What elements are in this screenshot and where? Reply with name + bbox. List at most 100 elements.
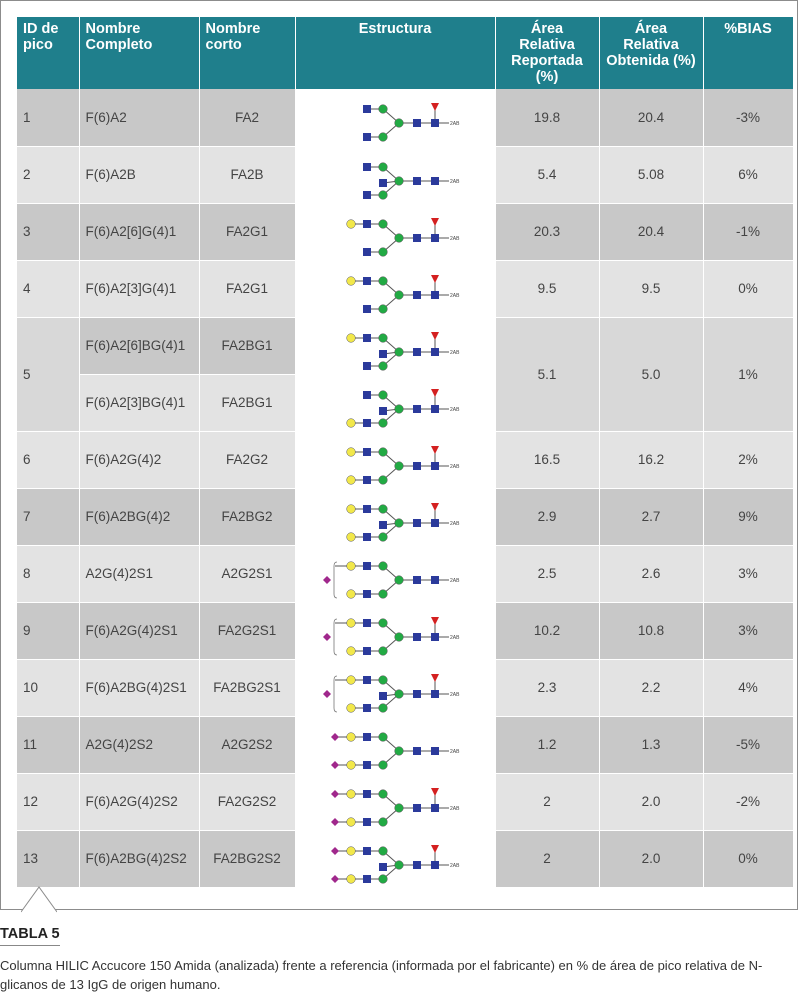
glcnac-icon (363, 475, 371, 484)
mannose-icon (394, 175, 404, 186)
galactose-icon (346, 788, 356, 799)
mannose-icon (378, 360, 388, 371)
galactose-icon (346, 218, 356, 229)
peak-id-cell: 12 (17, 773, 80, 831)
reducing-end-label: 2AB (450, 407, 460, 413)
bisecting-glcnac-icon (379, 349, 387, 358)
glcnac-icon (363, 618, 371, 627)
galactose-icon (346, 446, 356, 457)
obtained-area-cell: 2.0 (599, 773, 704, 831)
glcnac-icon (431, 746, 439, 755)
fucose-icon (431, 274, 439, 283)
table-row: 8 A2G(4)2S1 A2G2S1 2AB 2.5 2.6 3% (17, 545, 794, 603)
sialic-acid-icon (323, 689, 331, 698)
glycan-structure: 2AB (346, 388, 460, 428)
reducing-end-label: 2AB (450, 863, 460, 869)
obtained-area-cell: 1.3 (599, 716, 704, 774)
glcnac-icon (363, 304, 371, 313)
glycan-structure: 2AB (346, 331, 460, 371)
bias-cell: 6% (703, 146, 794, 204)
galactose-icon (346, 873, 356, 884)
galactose-icon (346, 417, 356, 428)
galactose-icon (346, 816, 356, 827)
glycan-structure: 2AB (346, 502, 460, 542)
glcnac-icon (363, 532, 371, 541)
fucose-icon (431, 103, 439, 112)
galactose-icon (346, 845, 356, 856)
obtained-area-cell: 16.2 (599, 431, 704, 489)
table-row: 13 F(6)A2BG(4)2S2 FA2BG2S2 2AB 2 2.0 0% (17, 830, 794, 888)
glcnac-icon (363, 162, 371, 171)
glycan-structure: 2AB (346, 445, 460, 485)
galactose-icon (346, 560, 356, 571)
reported-area-cell: 2 (495, 830, 600, 888)
sialic-acid-icon (331, 732, 339, 741)
structure-cell: 2AB (294, 260, 496, 318)
structure-cell: 2AB (294, 830, 496, 888)
obtained-area-cell: 2.7 (599, 488, 704, 546)
mannose-icon (378, 588, 388, 599)
sialic-acid-icon (331, 846, 339, 855)
bias-cell: 3% (703, 602, 794, 660)
caption-title: TABLA 5 (0, 926, 60, 946)
structure-cell: 2AB (294, 431, 496, 489)
galactose-icon (346, 674, 356, 685)
short-name-cell: FA2BG1 (199, 374, 296, 432)
glcnac-icon (431, 119, 439, 128)
galactose-icon (346, 332, 356, 343)
short-name-cell: FA2BG2 (199, 488, 296, 546)
glcnac-icon (413, 119, 421, 128)
fucose-icon (431, 844, 439, 853)
glycan-structure: 2AB (331, 787, 460, 827)
glcnac-icon (363, 760, 371, 769)
mannose-icon (378, 332, 388, 343)
reported-area-cell: 2 (495, 773, 600, 831)
glcnac-icon (363, 646, 371, 655)
glcnac-icon (431, 689, 439, 698)
reported-area-cell: 2.5 (495, 545, 600, 603)
glcnac-icon (363, 589, 371, 598)
reducing-end-label: 2AB (450, 464, 460, 470)
table-row: 12 F(6)A2G(4)2S2 FA2G2S2 2AB 2 2.0 -2% (17, 773, 794, 831)
glcnac-icon (413, 290, 421, 299)
reducing-end-label: 2AB (450, 635, 460, 641)
full-name-cell: A2G(4)2S2 (79, 716, 200, 774)
mannose-icon (378, 218, 388, 229)
glcnac-icon (431, 860, 439, 869)
sialic-acid-icon (331, 789, 339, 798)
mannose-icon (378, 645, 388, 656)
fucose-icon (431, 673, 439, 682)
galactose-icon (346, 474, 356, 485)
full-name-cell: F(6)A2BG(4)2S2 (79, 830, 200, 888)
short-name-cell: FA2B (199, 146, 296, 204)
mannose-icon (378, 503, 388, 514)
short-name-cell: FA2G2S1 (199, 602, 296, 660)
full-name-cell: F(6)A2B (79, 146, 200, 204)
fucose-icon (431, 502, 439, 511)
short-name-cell: FA2 (199, 89, 296, 147)
bias-cell: 1% (703, 317, 794, 432)
table-frame: ID de pico Nombre Completo Nombre corto … (0, 0, 798, 913)
glycan-structure: 2AB (346, 274, 460, 314)
glcnac-icon (363, 447, 371, 456)
reducing-end-label: 2AB (450, 293, 460, 299)
short-name-cell: FA2BG2S2 (199, 830, 296, 888)
glcnac-icon (363, 504, 371, 513)
short-name-cell: A2G2S2 (199, 716, 296, 774)
glycan-structure: 2AB (331, 844, 460, 884)
glcnac-icon (363, 276, 371, 285)
reducing-end-label: 2AB (450, 578, 460, 584)
mannose-icon (378, 816, 388, 827)
full-name-cell: F(6)A2BG(4)2 (79, 488, 200, 546)
glcnac-icon (413, 575, 421, 584)
obtained-area-cell: 5.0 (599, 317, 704, 432)
mannose-icon (378, 474, 388, 485)
full-name-cell: F(6)A2 (79, 89, 200, 147)
obtained-area-cell: 2.2 (599, 659, 704, 717)
glcnac-icon (431, 575, 439, 584)
glycan-table: ID de pico Nombre Completo Nombre corto … (17, 17, 794, 888)
glcnac-icon (363, 390, 371, 399)
table-row: 3 F(6)A2[6]G(4)1 FA2G1 2AB 20.3 20.4 -1% (17, 203, 794, 261)
galactose-icon (346, 617, 356, 628)
reported-area-cell: 9.5 (495, 260, 600, 318)
